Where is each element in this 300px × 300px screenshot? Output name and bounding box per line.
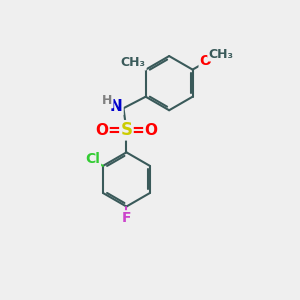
Text: F: F [122,211,131,225]
Text: O: O [200,54,211,68]
Text: O: O [95,123,109,138]
Text: N: N [110,99,122,114]
Text: CH₃: CH₃ [208,47,233,61]
Text: H: H [102,94,112,107]
Text: Cl: Cl [85,152,100,166]
Text: O: O [144,123,158,138]
Text: S: S [120,121,132,139]
Text: CH₃: CH₃ [121,56,146,70]
